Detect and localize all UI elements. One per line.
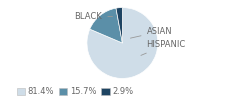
Wedge shape (116, 8, 122, 43)
Wedge shape (90, 8, 122, 43)
Text: HISPANIC: HISPANIC (141, 40, 186, 55)
Text: BLACK: BLACK (75, 12, 113, 21)
Wedge shape (87, 8, 158, 79)
Text: ASIAN: ASIAN (130, 27, 172, 38)
Legend: 81.4%, 15.7%, 2.9%: 81.4%, 15.7%, 2.9% (13, 84, 137, 100)
